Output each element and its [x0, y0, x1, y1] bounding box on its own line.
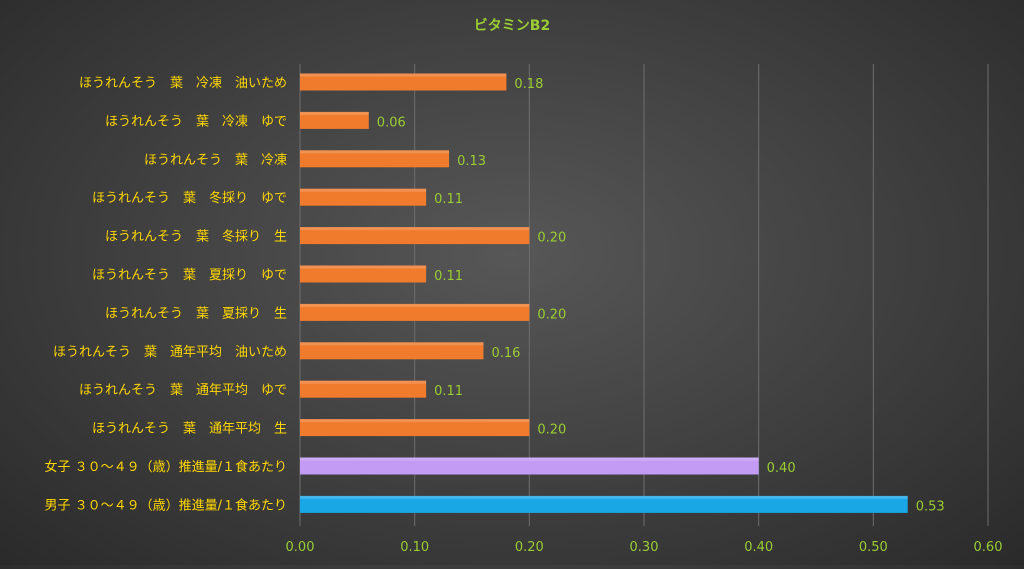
data-label: 0.13 [457, 154, 486, 169]
bar [300, 342, 484, 360]
bar-highlight [300, 150, 450, 154]
category-label: ほうれんそう 葉 冷凍 [144, 152, 287, 168]
data-label: 0.11 [434, 384, 463, 399]
bar-highlight [300, 188, 427, 192]
bar-highlight [300, 73, 507, 77]
bar [300, 188, 427, 206]
category-label: ほうれんそう 葉 夏採り ゆで [92, 268, 287, 283]
x-tick-label: 0.50 [859, 540, 888, 555]
gridlines [299, 64, 989, 526]
x-tick-label: 0.30 [630, 540, 659, 555]
data-label: 0.40 [767, 461, 796, 476]
data-label: 0.18 [514, 77, 543, 92]
bar [300, 419, 530, 437]
bar [300, 457, 759, 475]
category-label: ほうれんそう 葉 冬採り ゆで [92, 190, 287, 206]
category-label: ほうれんそう 葉 通年平均 生 [92, 422, 287, 437]
bar-highlight [300, 495, 908, 499]
bar-highlight [300, 265, 427, 269]
x-tick-label: 0.10 [400, 540, 429, 555]
x-tick-label: 0.40 [744, 540, 773, 555]
category-label: ほうれんそう 葉 冷凍 ゆで [105, 113, 287, 129]
bar-highlight [300, 227, 530, 231]
data-label: 0.06 [377, 115, 406, 130]
bar-highlight [300, 342, 484, 346]
category-label: 女子 ３０～４９（歳）推進量/１食あたり [44, 459, 287, 475]
data-label: 0.11 [434, 192, 463, 207]
labels: 0.00 0.10 0.20 0.30 0.40 0.50 0.60 ほうれんそう 葉 冷凍 … [44, 75, 1002, 555]
bar [300, 380, 427, 398]
bar [300, 495, 908, 513]
bar [300, 111, 369, 129]
category-label: ほうれんそう 葉 冬採り 生 [105, 229, 287, 245]
category-label: ほうれんそう 葉 夏採り 生 [105, 306, 287, 321]
category-label: ほうれんそう 葉 通年平均 ゆで [79, 383, 287, 398]
bars [300, 73, 908, 513]
data-label: 0.53 [916, 499, 945, 514]
bar-highlight [300, 111, 369, 115]
category-label: ほうれんそう 葉 通年平均 油いため [53, 345, 287, 360]
bar-highlight [300, 380, 427, 384]
category-label: ほうれんそう 葉 冷凍 油いため [79, 75, 287, 91]
bar-highlight [300, 457, 759, 461]
bar [300, 150, 450, 168]
data-label: 0.11 [434, 269, 463, 284]
bar-highlight [300, 303, 530, 307]
data-label: 0.20 [537, 231, 566, 246]
bar [300, 303, 530, 321]
bar-highlight [300, 419, 530, 423]
data-label: 0.20 [537, 307, 566, 322]
bar [300, 73, 507, 91]
x-tick-label: 0.20 [515, 540, 544, 555]
category-label: 男子 ３０～４９（歳）推進量/１食あたり [44, 497, 287, 513]
bar [300, 227, 530, 245]
bar [300, 265, 427, 283]
x-tick-label: 0.60 [974, 540, 1003, 555]
data-label: 0.20 [537, 423, 566, 438]
chart-title: ビタミンB2 [474, 18, 550, 34]
data-label: 0.16 [491, 346, 520, 361]
x-tick-label: 0.00 [286, 540, 315, 555]
